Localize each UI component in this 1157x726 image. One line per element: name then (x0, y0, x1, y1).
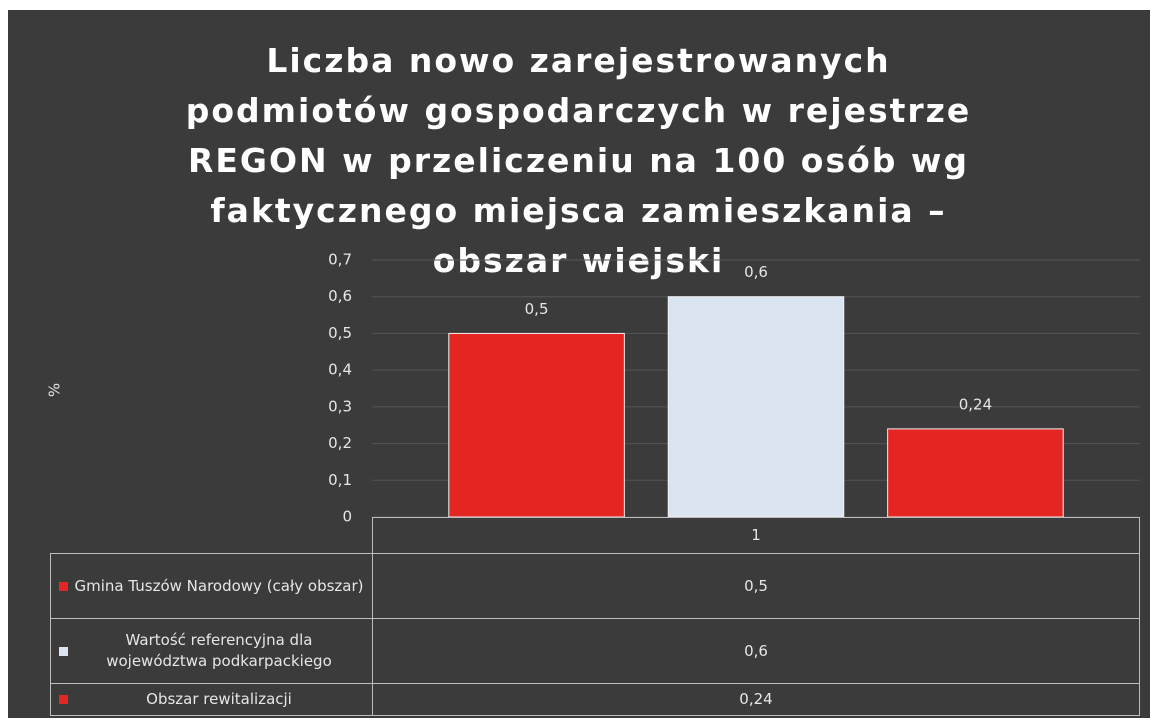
legend-swatch (59, 695, 68, 704)
legend-swatch (59, 581, 68, 591)
legend-label: Wartość referencyjna dla województwa pod… (106, 631, 332, 670)
legend-label: Gmina Tuszów Narodowy (cały obszar) (74, 576, 364, 595)
y-tick-label: 0,5 (328, 324, 352, 342)
bar (667, 296, 845, 518)
legend-label: Obszar rewitalizacji (146, 690, 292, 708)
y-tick-label: 0,4 (328, 361, 352, 379)
bar (887, 428, 1064, 518)
data-label: 0,5 (525, 300, 549, 318)
data-label: 0,24 (959, 395, 992, 413)
table-header: 1 (372, 517, 1140, 554)
legend-cell: Obszar rewitalizacji (50, 683, 373, 716)
table-value: 0,5 (372, 553, 1140, 619)
legend-swatch (59, 646, 68, 656)
data-label: 0,6 (744, 263, 768, 281)
y-tick-label: 0,1 (328, 471, 352, 489)
legend-cell: Wartość referencyjna dla województwa pod… (50, 618, 373, 684)
y-tick-label: 0,6 (328, 287, 352, 305)
bar (448, 332, 625, 518)
legend-cell: Gmina Tuszów Narodowy (cały obszar) (50, 553, 373, 619)
y-tick-label: 0,2 (328, 434, 352, 452)
y-tick-label: 0,3 (328, 397, 352, 415)
y-tick-label: 0,7 (328, 251, 352, 269)
y-tick-label: 0 (342, 508, 352, 526)
table-value: 0,6 (372, 618, 1140, 684)
table-value: 0,24 (372, 683, 1140, 716)
y-axis-label: % (46, 383, 64, 397)
